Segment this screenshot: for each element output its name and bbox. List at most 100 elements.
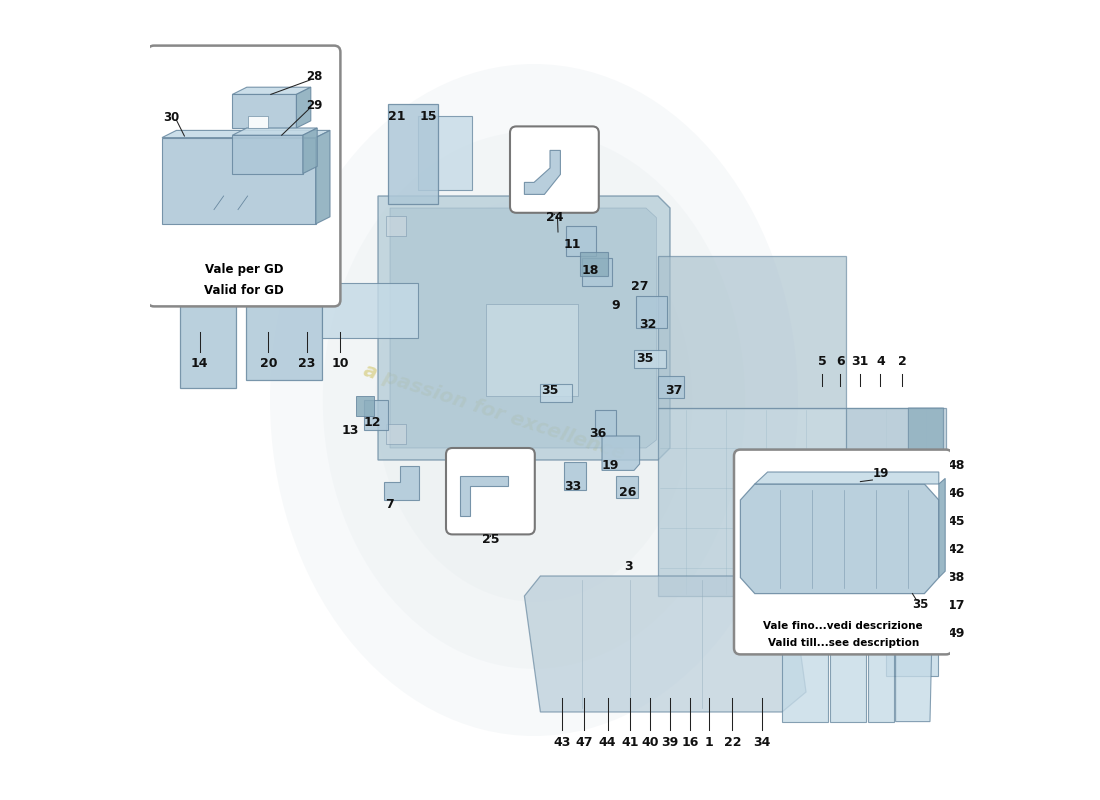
Text: 36: 36: [590, 427, 606, 440]
Text: 15: 15: [420, 110, 437, 122]
Bar: [637, 296, 667, 328]
Text: 9: 9: [612, 299, 620, 312]
FancyBboxPatch shape: [734, 450, 953, 654]
Text: 11: 11: [563, 238, 581, 250]
Text: 31: 31: [851, 355, 868, 368]
Text: 2: 2: [898, 355, 906, 368]
Bar: [582, 258, 613, 286]
Text: 17: 17: [947, 599, 965, 612]
Text: 37: 37: [666, 384, 683, 397]
Text: 16: 16: [681, 736, 698, 749]
Text: 41: 41: [621, 736, 639, 749]
Bar: [540, 384, 572, 402]
Polygon shape: [302, 128, 317, 174]
Text: 30: 30: [164, 111, 179, 124]
Polygon shape: [886, 616, 938, 644]
Text: 35: 35: [636, 352, 653, 365]
Text: 21: 21: [387, 110, 405, 122]
Polygon shape: [846, 408, 946, 596]
Polygon shape: [296, 87, 311, 128]
Text: Valid till...see description: Valid till...see description: [768, 638, 918, 648]
Polygon shape: [658, 376, 684, 398]
Text: 38: 38: [947, 571, 965, 584]
Text: 43: 43: [553, 736, 571, 749]
Text: 4: 4: [876, 355, 884, 368]
Text: 29: 29: [306, 99, 322, 112]
Polygon shape: [830, 620, 866, 722]
Polygon shape: [378, 196, 670, 460]
Text: 49: 49: [947, 627, 965, 640]
Polygon shape: [390, 208, 657, 448]
Polygon shape: [418, 116, 472, 190]
Text: 39: 39: [661, 736, 679, 749]
Polygon shape: [232, 128, 317, 135]
Polygon shape: [909, 408, 944, 640]
Text: 46: 46: [947, 487, 965, 500]
Polygon shape: [356, 396, 374, 416]
FancyArrow shape: [185, 82, 317, 146]
Text: 44: 44: [598, 736, 616, 749]
Text: 34: 34: [754, 736, 771, 749]
Polygon shape: [564, 462, 586, 490]
Polygon shape: [525, 576, 806, 712]
Text: 19: 19: [602, 459, 618, 472]
Text: 14: 14: [191, 358, 208, 370]
Text: 10: 10: [332, 358, 349, 370]
Polygon shape: [384, 466, 419, 500]
Polygon shape: [162, 130, 330, 138]
Text: 48: 48: [947, 459, 965, 472]
Bar: [388, 104, 438, 204]
Polygon shape: [364, 400, 388, 430]
Ellipse shape: [375, 198, 692, 602]
Bar: [232, 94, 296, 128]
Text: 23: 23: [298, 358, 316, 370]
Text: 27: 27: [630, 280, 648, 293]
Text: Vale fino...vedi descrizione: Vale fino...vedi descrizione: [763, 621, 923, 630]
Polygon shape: [658, 408, 942, 596]
Polygon shape: [249, 116, 268, 128]
Polygon shape: [602, 436, 639, 470]
Polygon shape: [581, 252, 607, 276]
Text: 42: 42: [947, 543, 965, 556]
Text: 40: 40: [641, 736, 659, 749]
Text: 45: 45: [947, 515, 965, 528]
FancyBboxPatch shape: [446, 448, 535, 534]
Polygon shape: [180, 216, 236, 388]
Text: 20: 20: [260, 358, 277, 370]
Text: 12: 12: [364, 416, 382, 429]
Text: 33: 33: [564, 480, 581, 493]
Text: 35: 35: [541, 384, 559, 397]
Bar: [322, 283, 418, 338]
Text: Vale per GD: Vale per GD: [205, 263, 284, 276]
FancyBboxPatch shape: [147, 46, 340, 306]
Text: 25: 25: [482, 533, 499, 546]
Polygon shape: [232, 87, 311, 94]
Bar: [634, 350, 665, 368]
Polygon shape: [595, 410, 616, 436]
FancyBboxPatch shape: [510, 126, 598, 213]
Text: 18: 18: [581, 264, 598, 277]
Polygon shape: [938, 478, 945, 578]
Bar: [566, 226, 596, 256]
Text: 3: 3: [624, 560, 632, 573]
Bar: [386, 424, 406, 444]
Bar: [162, 138, 316, 224]
Polygon shape: [886, 648, 938, 676]
Ellipse shape: [322, 131, 745, 669]
Polygon shape: [868, 652, 894, 722]
Text: 5: 5: [817, 355, 826, 368]
Text: 1: 1: [705, 736, 714, 749]
Text: 24: 24: [546, 211, 563, 224]
Text: a passion for excellence: a passion for excellence: [361, 361, 627, 463]
Bar: [386, 216, 406, 236]
Polygon shape: [782, 632, 828, 722]
Polygon shape: [895, 616, 933, 722]
Bar: [232, 135, 302, 174]
Text: 28: 28: [306, 70, 322, 82]
Text: 47: 47: [575, 736, 593, 749]
Text: 19: 19: [872, 467, 889, 480]
Text: Valid for GD: Valid for GD: [205, 284, 284, 297]
Polygon shape: [525, 150, 560, 194]
Text: 35: 35: [912, 598, 928, 610]
Polygon shape: [616, 476, 638, 498]
